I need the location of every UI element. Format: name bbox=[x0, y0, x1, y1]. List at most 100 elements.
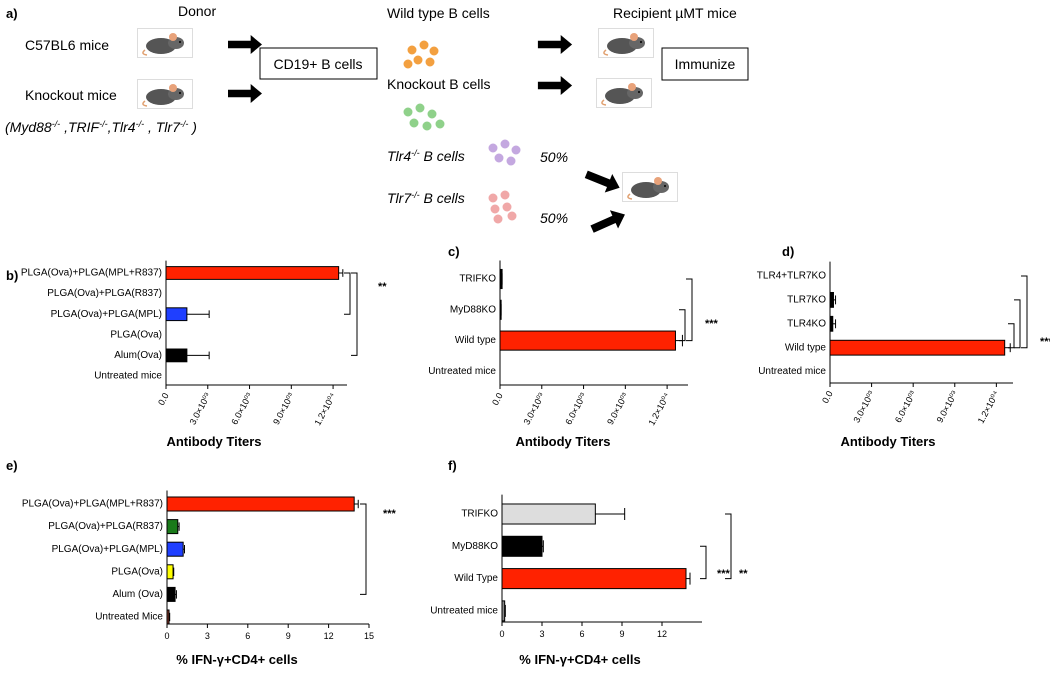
bar bbox=[829, 339, 1006, 356]
category-label: PLGA(Ova)+PLGA(MPL) bbox=[52, 544, 163, 555]
x-tick-label: 15 bbox=[364, 631, 374, 641]
category-label: TRIFKO bbox=[461, 509, 498, 520]
bar bbox=[165, 266, 340, 280]
share-label: 50% bbox=[540, 210, 568, 226]
significance-bracket bbox=[360, 503, 367, 595]
panel-label: b) bbox=[6, 268, 18, 283]
x-tick-label: 0 bbox=[499, 629, 504, 639]
x-tick-label: 1.2×10⁰⁴ bbox=[312, 391, 337, 427]
mouse-icon bbox=[598, 28, 654, 58]
panel-label: d) bbox=[782, 244, 794, 259]
x-tick-label: 3.0×10⁰³ bbox=[851, 389, 876, 424]
category-label: PLGA(Ova)+PLGA(MPL+R837) bbox=[21, 268, 162, 279]
bar bbox=[166, 609, 170, 625]
category-label: MyD88KO bbox=[452, 541, 498, 552]
donor-label: Knockout mice bbox=[25, 87, 117, 103]
significance-label: *** bbox=[383, 508, 397, 520]
x-tick-label: 1.2×10⁰⁴ bbox=[976, 389, 1001, 425]
bar bbox=[166, 519, 179, 535]
text-piece: (Myd88 bbox=[5, 119, 52, 135]
text-piece: Tlr7 bbox=[387, 190, 412, 206]
arrow bbox=[228, 35, 262, 54]
category-label: PLGA(Ova)+PLGA(R837) bbox=[47, 288, 162, 299]
bar bbox=[501, 600, 506, 622]
bar bbox=[499, 330, 676, 351]
panel-label: f) bbox=[448, 458, 457, 473]
bar bbox=[166, 541, 184, 557]
category-label: Alum (Ova) bbox=[112, 589, 163, 600]
category-label: PLGA(Ova)+PLGA(MPL) bbox=[51, 309, 162, 320]
category-label: Alum(Ova) bbox=[114, 350, 162, 361]
mouse-icon bbox=[137, 28, 193, 58]
text-piece: Tlr4 bbox=[387, 148, 411, 164]
bar bbox=[501, 535, 543, 557]
significance-bracket bbox=[1021, 275, 1028, 349]
error-bar bbox=[832, 319, 837, 329]
bar bbox=[166, 496, 355, 512]
category-label: TLR7KO bbox=[787, 295, 826, 306]
mouse-icon bbox=[596, 78, 652, 108]
arrow bbox=[590, 210, 625, 233]
box-label: Immunize bbox=[675, 56, 736, 72]
box bbox=[661, 47, 749, 81]
significance-bracket bbox=[679, 309, 686, 342]
x-axis-title: Antibody Titers bbox=[840, 434, 935, 449]
bar bbox=[501, 568, 687, 590]
category-label: Wild type bbox=[455, 335, 497, 346]
mouse-icon bbox=[622, 172, 678, 202]
x-tick-label: 3 bbox=[205, 631, 210, 641]
x-tick-label: 0.0 bbox=[820, 389, 835, 405]
text-piece: B cells bbox=[420, 148, 465, 164]
category-label: PLGA(Ova) bbox=[110, 329, 162, 340]
category-label: TLR4+TLR7KO bbox=[757, 271, 826, 282]
error-bar bbox=[595, 507, 626, 521]
x-tick-label: 9.0×10⁰³ bbox=[605, 391, 630, 426]
superscript: -/- bbox=[411, 148, 420, 158]
bar bbox=[165, 307, 188, 322]
panel-label: c) bbox=[448, 244, 460, 259]
donor-header: Donor bbox=[178, 3, 216, 19]
x-tick-label: 6.0×10⁰³ bbox=[893, 389, 918, 424]
error-bar bbox=[686, 572, 691, 585]
significance-label: *** bbox=[705, 318, 719, 330]
cells-label: Tlr4-/- B cells bbox=[387, 148, 465, 164]
significance-bracket bbox=[344, 272, 351, 315]
significance-bracket bbox=[700, 545, 707, 580]
arrow bbox=[537, 35, 573, 54]
x-tick-label: 3.0×10⁰³ bbox=[188, 391, 213, 426]
knockout-genes: (Myd88-/- ,TRIF-/-,Tlr4-/- , Tlr7-/- ) bbox=[5, 119, 197, 135]
text-piece: ,Tlr4 bbox=[108, 119, 136, 135]
category-label: TRIFKO bbox=[459, 274, 496, 285]
panel-label: a) bbox=[6, 6, 18, 21]
share-label: 50% bbox=[540, 149, 568, 165]
significance-label: ** bbox=[739, 568, 748, 580]
mouse-icon bbox=[137, 79, 193, 109]
superscript: -/- bbox=[411, 190, 420, 200]
x-axis-title: Antibody Titers bbox=[166, 434, 261, 449]
box bbox=[259, 47, 378, 80]
cells-label: Tlr7-/- B cells bbox=[387, 190, 465, 206]
category-label: TLR4KO bbox=[787, 318, 826, 329]
x-tick-label: 3.0×10⁰³ bbox=[522, 391, 547, 426]
x-tick-label: 6.0×10⁰³ bbox=[563, 391, 588, 426]
box-label: CD19+ B cells bbox=[273, 56, 362, 72]
arrow bbox=[228, 84, 262, 103]
error-bar bbox=[183, 544, 186, 554]
bar bbox=[166, 586, 176, 602]
x-axis-title: Antibody Titers bbox=[515, 434, 610, 449]
x-tick-label: 9.0×10⁰³ bbox=[935, 389, 960, 424]
error-bar bbox=[833, 295, 837, 305]
x-axis-title: % IFN-γ+CD4+ cells bbox=[176, 652, 297, 667]
text-piece: , Tlr7 bbox=[144, 119, 181, 135]
x-tick-label: 12 bbox=[324, 631, 334, 641]
x-tick-label: 9 bbox=[619, 629, 624, 639]
x-tick-label: 12 bbox=[657, 629, 667, 639]
superscript: -/- bbox=[52, 119, 61, 129]
category-label: Untreated mice bbox=[428, 366, 496, 377]
text-piece: B cells bbox=[420, 190, 465, 206]
category-label: PLGA(Ova)+PLGA(MPL+R837) bbox=[22, 499, 163, 510]
x-tick-label: 0.0 bbox=[490, 391, 505, 407]
x-tick-label: 0.0 bbox=[156, 391, 171, 407]
significance-bracket bbox=[1008, 323, 1015, 349]
